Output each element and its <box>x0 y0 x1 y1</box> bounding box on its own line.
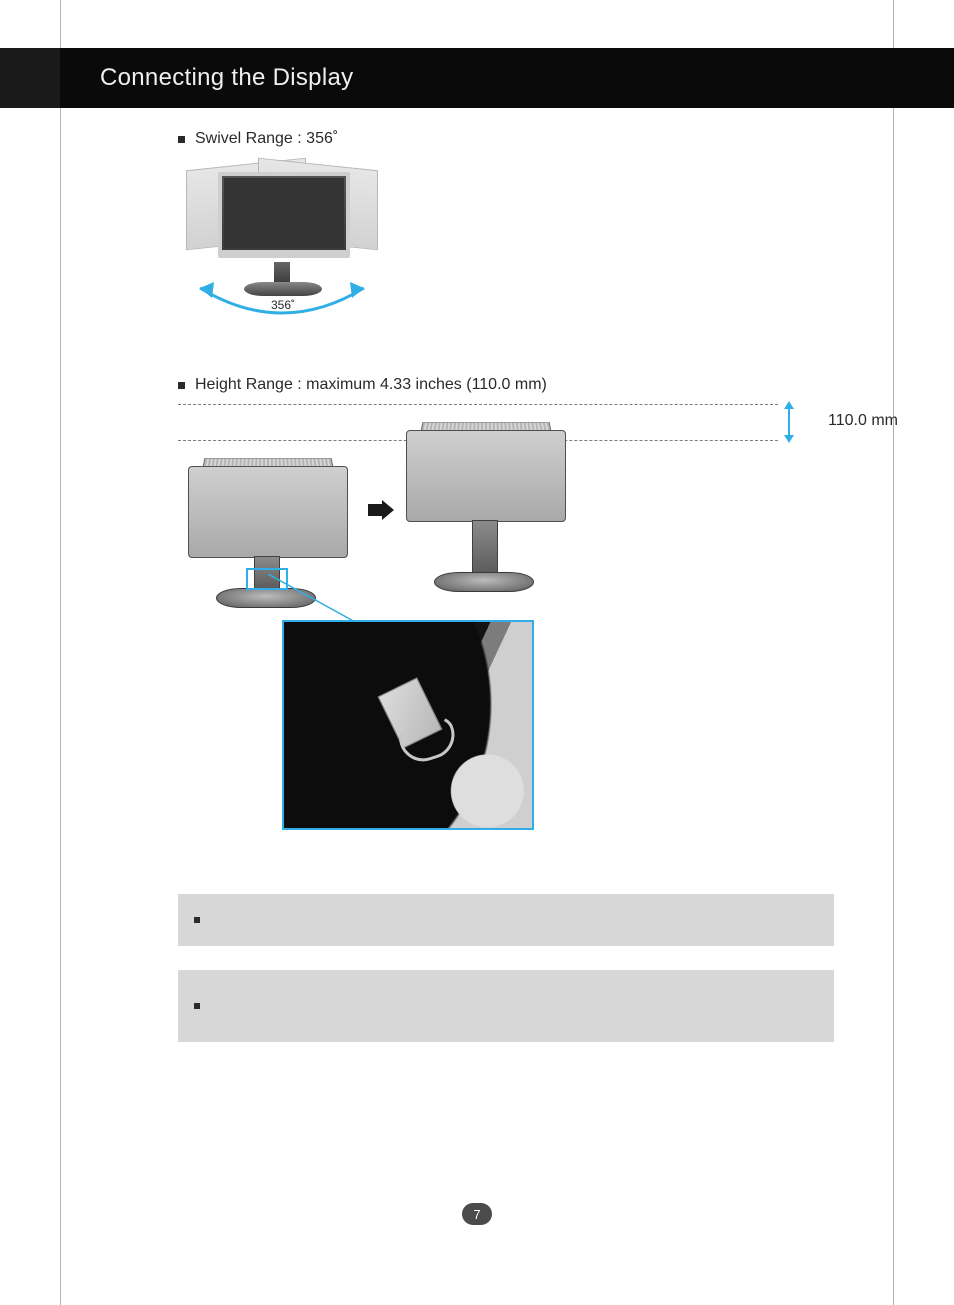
page-number-badge: 7 <box>462 1203 492 1225</box>
monitor-front <box>218 172 350 258</box>
swivel-degree: ˚ <box>333 130 338 147</box>
transition-arrow-icon <box>368 500 394 520</box>
crop-mark <box>893 1265 894 1305</box>
monitor-body <box>406 430 566 522</box>
section-title: Connecting the Display <box>60 48 954 108</box>
swivel-label-prefix: Swivel Range : <box>195 130 306 147</box>
height-heading: Height Range : maximum 4.33 inches (110.… <box>178 376 834 394</box>
swivel-label: Swivel Range : 356˚ <box>195 130 338 148</box>
swivel-arc-label: 356˚ <box>178 298 388 312</box>
monitor-body <box>188 466 348 558</box>
height-section: 110.0 mm <box>178 404 834 1042</box>
page-content: Swivel Range : 356˚ 356˚ Height Range : … <box>178 130 834 1042</box>
detail-photo <box>282 620 534 830</box>
header-accent <box>0 48 60 108</box>
monitor-neck <box>472 520 498 574</box>
height-arrow-icon <box>782 401 796 443</box>
notice-box <box>178 970 834 1042</box>
swivel-diagram: 356˚ <box>178 158 388 328</box>
crop-mark <box>893 0 894 22</box>
bullet-icon <box>194 1003 200 1009</box>
monitor-foot <box>434 572 534 592</box>
crop-mark <box>60 0 61 22</box>
swivel-heading: Swivel Range : 356˚ <box>178 130 834 148</box>
crop-mark <box>60 1265 61 1305</box>
height-measurement: 110.0 mm <box>828 412 898 430</box>
notice-area <box>178 894 834 1042</box>
notice-box <box>178 894 834 946</box>
height-label: Height Range : maximum 4.33 inches (110.… <box>195 376 547 394</box>
monitor-screen <box>224 178 344 248</box>
section-header: Connecting the Display <box>0 48 954 108</box>
swivel-value: 356 <box>306 130 333 147</box>
bullet-icon <box>178 382 185 389</box>
bullet-icon <box>178 136 185 143</box>
bullet-icon <box>194 917 200 923</box>
height-diagram: 110.0 mm <box>178 404 818 834</box>
